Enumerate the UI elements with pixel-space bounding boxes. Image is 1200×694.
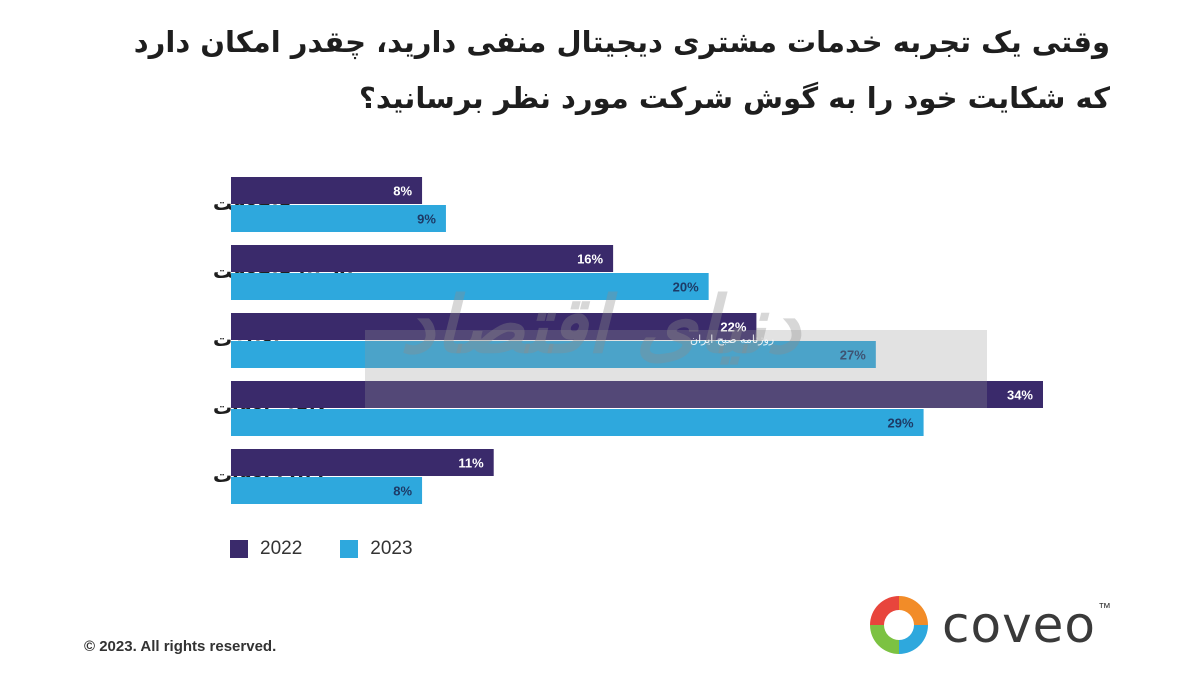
- legend-item-2022: 2022: [230, 538, 302, 560]
- bar-2023: [231, 205, 446, 232]
- coveo-logo-word: coveo: [942, 596, 1097, 654]
- bar-value-label: 8%: [393, 184, 412, 199]
- coveo-logo-tm: ™: [1098, 599, 1112, 615]
- bar-value-label: 11%: [458, 456, 484, 471]
- bar-value-label: 22%: [720, 320, 746, 335]
- bar-2022: [231, 381, 1043, 408]
- bar-value-label: 8%: [393, 484, 412, 499]
- bar-value-label: 9%: [417, 212, 436, 227]
- legend-label-2023: 2023: [370, 538, 413, 559]
- chart-legend: 2022 2023: [230, 538, 413, 560]
- bar-value-label: 27%: [840, 348, 866, 363]
- copyright-text: © 2023. All rights reserved.: [84, 638, 277, 655]
- legend-swatch-2023: [340, 540, 359, 558]
- legend-label-2022: 2022: [260, 538, 303, 559]
- bar-2022: [231, 449, 494, 476]
- legend-item-2023: 2023: [340, 538, 413, 560]
- watermark-script: دنیای اقتصاد: [400, 280, 801, 371]
- bar-value-label: 16%: [577, 252, 603, 267]
- bar-2023: [231, 273, 709, 300]
- bar-2023: [231, 409, 924, 436]
- bar-value-label: 34%: [1007, 388, 1033, 403]
- chart-title-line-2: که شکایت خود را به گوش شرکت مورد نظر برس…: [359, 81, 1110, 115]
- bar-2023: [231, 477, 423, 504]
- bar-value-label: 20%: [673, 280, 699, 295]
- legend-swatch-2022: [230, 540, 248, 558]
- chart-title: وقتی یک تجربه خدمات مشتری دیجیتال منفی د…: [60, 14, 1110, 126]
- coveo-logo: coveo ™: [866, 592, 1111, 658]
- bar-value-label: 29%: [888, 416, 914, 431]
- watermark-small-text: روزنامه صبح ایران: [690, 333, 775, 346]
- bar-2022: [231, 313, 757, 340]
- bar-2023: [231, 341, 876, 368]
- watermark-band: [365, 330, 987, 408]
- chart-title-line-1: وقتی یک تجربه خدمات مشتری دیجیتال منفی د…: [133, 25, 1110, 59]
- bar-2022: [231, 245, 614, 272]
- coveo-logo-icon: [868, 594, 930, 656]
- bar-2022: [231, 177, 423, 204]
